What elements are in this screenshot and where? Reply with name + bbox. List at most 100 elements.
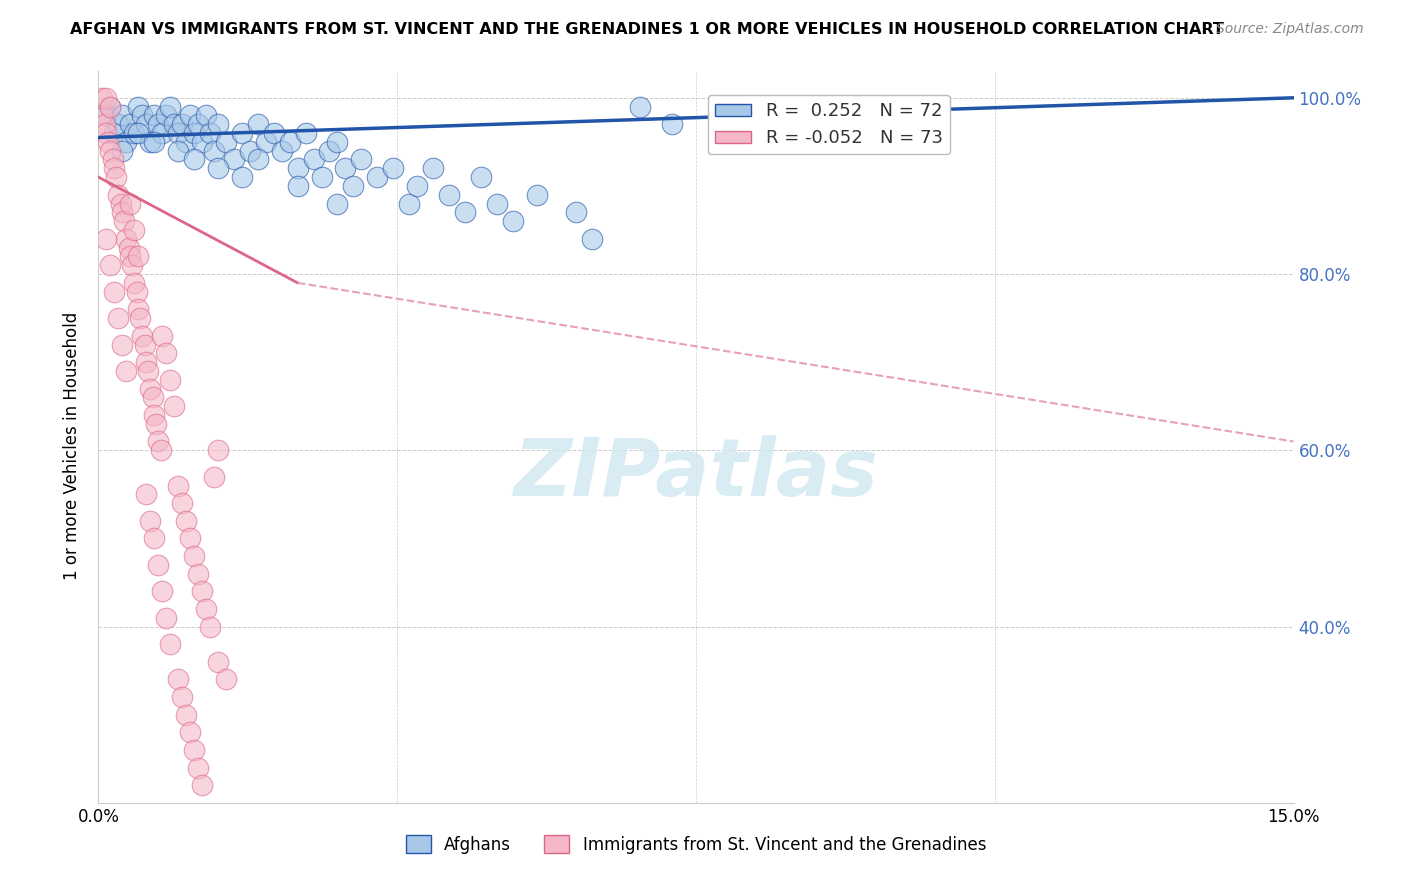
Point	[207, 655, 229, 669]
Point	[111, 205, 134, 219]
Point	[96, 126, 118, 140]
Point	[115, 135, 138, 149]
Point	[294, 126, 316, 140]
Point	[215, 673, 238, 687]
Point	[131, 328, 153, 343]
Point	[148, 558, 170, 572]
Point	[150, 126, 173, 140]
Point	[198, 126, 221, 140]
Point	[139, 382, 162, 396]
Point	[167, 144, 190, 158]
Point	[207, 443, 229, 458]
Point	[107, 117, 129, 131]
Point	[115, 364, 138, 378]
Point	[98, 100, 122, 114]
Point	[470, 170, 492, 185]
Point	[115, 232, 138, 246]
Point	[150, 584, 173, 599]
Point	[195, 108, 218, 122]
Point	[107, 187, 129, 202]
Point	[183, 549, 205, 563]
Point	[96, 232, 118, 246]
Point	[118, 241, 141, 255]
Point	[134, 337, 156, 351]
Point	[366, 170, 388, 185]
Point	[350, 153, 373, 167]
Point	[198, 619, 221, 633]
Point	[155, 346, 177, 360]
Point	[246, 117, 269, 131]
Point	[150, 328, 173, 343]
Point	[183, 126, 205, 140]
Point	[302, 153, 325, 167]
Point	[195, 602, 218, 616]
Point	[326, 135, 349, 149]
Point	[135, 487, 157, 501]
Point	[172, 690, 194, 704]
Point	[125, 285, 148, 299]
Point	[127, 302, 149, 317]
Point	[174, 135, 197, 149]
Point	[111, 337, 134, 351]
Point	[231, 126, 253, 140]
Point	[382, 161, 405, 176]
Point	[179, 725, 201, 739]
Point	[111, 144, 134, 158]
Point	[120, 196, 142, 211]
Point	[179, 108, 201, 122]
Point	[167, 478, 190, 492]
Point	[120, 117, 142, 131]
Point	[155, 611, 177, 625]
Text: Source: ZipAtlas.com: Source: ZipAtlas.com	[1216, 22, 1364, 37]
Point	[167, 126, 190, 140]
Point	[311, 170, 333, 185]
Point	[103, 161, 125, 176]
Point	[326, 196, 349, 211]
Point	[127, 100, 149, 114]
Point	[526, 187, 548, 202]
Point	[163, 399, 186, 413]
Point	[187, 760, 209, 774]
Point	[187, 117, 209, 131]
Point	[101, 153, 124, 167]
Point	[437, 187, 460, 202]
Point	[207, 117, 229, 131]
Point	[98, 144, 122, 158]
Point	[191, 135, 214, 149]
Point	[172, 496, 194, 510]
Point	[231, 170, 253, 185]
Point	[263, 126, 285, 140]
Point	[148, 117, 170, 131]
Point	[103, 126, 125, 140]
Point	[207, 161, 229, 176]
Point	[127, 126, 149, 140]
Point	[254, 135, 277, 149]
Point	[222, 153, 245, 167]
Point	[96, 91, 118, 105]
Point	[124, 223, 146, 237]
Point	[143, 108, 166, 122]
Point	[202, 469, 225, 483]
Point	[239, 144, 262, 158]
Point	[174, 514, 197, 528]
Point	[112, 214, 135, 228]
Point	[127, 249, 149, 263]
Point	[287, 178, 309, 193]
Point	[128, 311, 150, 326]
Point	[628, 100, 651, 114]
Point	[135, 355, 157, 369]
Point	[183, 153, 205, 167]
Point	[96, 108, 118, 122]
Point	[104, 170, 127, 185]
Point	[174, 707, 197, 722]
Point	[191, 778, 214, 792]
Point	[565, 205, 588, 219]
Point	[124, 276, 146, 290]
Point	[342, 178, 364, 193]
Point	[172, 117, 194, 131]
Point	[149, 443, 172, 458]
Point	[91, 91, 114, 105]
Point	[661, 117, 683, 131]
Point	[183, 743, 205, 757]
Point	[502, 214, 524, 228]
